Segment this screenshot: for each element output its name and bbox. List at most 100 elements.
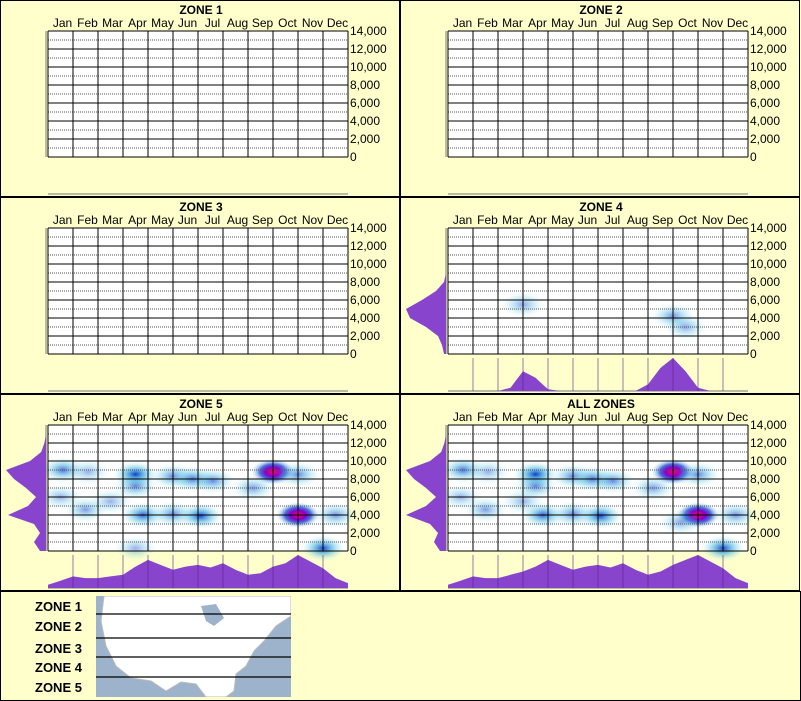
y-tick-label: 4,000 bbox=[350, 114, 380, 128]
zone-panel: ZONE 5 Jan Feb Mar Apr May Jun Jul Aug Sep Oct Nov D… bbox=[0, 394, 400, 591]
panel-title: ZONE 2 bbox=[579, 3, 623, 17]
month-label: Aug bbox=[627, 213, 648, 227]
month-label: Jan bbox=[453, 410, 472, 424]
month-label: Nov bbox=[302, 213, 323, 227]
panel-title: ZONE 3 bbox=[179, 200, 223, 214]
month-label: Jul bbox=[205, 16, 220, 30]
legend-zone-2: ZONE 2 bbox=[35, 619, 82, 634]
month-label: Jul bbox=[605, 16, 620, 30]
month-label: Mar bbox=[102, 213, 123, 227]
y-tick-label: 12,000 bbox=[750, 239, 787, 253]
month-label: Nov bbox=[702, 213, 723, 227]
us-map-graphic bbox=[96, 596, 291, 697]
month-label: Dec bbox=[327, 213, 348, 227]
month-label: Apr bbox=[128, 213, 147, 227]
month-label: Jun bbox=[578, 16, 597, 30]
y-tick-label: 12,000 bbox=[350, 436, 387, 450]
month-label: Aug bbox=[627, 410, 648, 424]
month-label: Jan bbox=[53, 16, 72, 30]
month-label: Oct bbox=[278, 410, 297, 424]
y-tick-label: 8,000 bbox=[350, 275, 380, 289]
month-label: Apr bbox=[528, 213, 547, 227]
heatmap-chart: ZONE 2 Jan Feb Mar Apr May Jun Jul Aug Sep Oct Nov D… bbox=[445, 3, 787, 195]
month-label: Feb bbox=[477, 410, 498, 424]
y-tick-label: 2,000 bbox=[350, 329, 380, 343]
heat-cell bbox=[191, 467, 235, 494]
month-label: Feb bbox=[477, 213, 498, 227]
month-label: Sep bbox=[252, 16, 274, 30]
y-tick-label: 10,000 bbox=[350, 454, 387, 468]
y-tick-label: 8,000 bbox=[350, 78, 380, 92]
month-label: Nov bbox=[702, 16, 723, 30]
month-label: Jan bbox=[53, 410, 72, 424]
heatmap-chart: ZONE 5 Jan Feb Mar Apr May Jun Jul Aug Sep Oct Nov D… bbox=[6, 397, 387, 589]
heat-cell bbox=[466, 458, 510, 485]
y-tick-label: 6,000 bbox=[350, 96, 380, 110]
y-tick-label: 2,000 bbox=[750, 526, 780, 540]
y-tick-label: 0 bbox=[350, 150, 357, 164]
elevation-profile bbox=[406, 228, 446, 354]
y-tick-label: 10,000 bbox=[350, 60, 387, 74]
y-tick-label: 14,000 bbox=[750, 418, 787, 432]
month-label: Jul bbox=[205, 410, 220, 424]
month-label: Oct bbox=[678, 410, 697, 424]
heat-cell bbox=[66, 458, 110, 485]
us-zone-map bbox=[96, 596, 291, 697]
y-tick-label: 10,000 bbox=[750, 454, 787, 468]
month-label: Sep bbox=[652, 213, 674, 227]
month-label: May bbox=[151, 410, 174, 424]
zone-panel: ZONE 3 Jan Feb Mar Apr May Jun Jul Aug Sep Oct Nov D… bbox=[0, 197, 400, 394]
month-label: Jul bbox=[605, 213, 620, 227]
month-label: Feb bbox=[77, 410, 98, 424]
month-label: May bbox=[151, 213, 174, 227]
month-label: Sep bbox=[652, 410, 674, 424]
y-tick-label: 12,000 bbox=[350, 239, 387, 253]
zone-panel: ZONE 2 Jan Feb Mar Apr May Jun Jul Aug Sep Oct Nov D… bbox=[400, 0, 800, 197]
y-tick-label: 6,000 bbox=[750, 490, 780, 504]
zone-panel: ZONE 4 Jan Feb Mar Apr May Jun Jul Aug Sep Oct Nov D… bbox=[400, 197, 800, 394]
legend-zone-4: ZONE 4 bbox=[35, 660, 82, 675]
legend-zone-5: ZONE 5 bbox=[35, 680, 82, 695]
month-label: Dec bbox=[727, 410, 748, 424]
elevation-profile bbox=[406, 425, 446, 551]
month-label: Jan bbox=[453, 213, 472, 227]
y-tick-label: 14,000 bbox=[350, 221, 387, 235]
panel-title: ALL ZONES bbox=[567, 397, 635, 411]
month-label: Jun bbox=[578, 410, 597, 424]
month-label: Dec bbox=[727, 213, 748, 227]
y-tick-label: 6,000 bbox=[750, 293, 780, 307]
panel-title: ZONE 1 bbox=[179, 3, 223, 17]
heat-cell bbox=[578, 502, 623, 529]
y-tick-label: 12,000 bbox=[350, 42, 387, 56]
y-tick-label: 14,000 bbox=[750, 24, 787, 38]
month-label: Jun bbox=[578, 213, 597, 227]
month-label: Mar bbox=[102, 16, 123, 30]
heat-cell bbox=[663, 314, 708, 340]
heat-cell bbox=[88, 488, 133, 515]
y-tick-label: 6,000 bbox=[750, 96, 780, 110]
y-tick-label: 10,000 bbox=[350, 257, 387, 271]
month-label: Nov bbox=[702, 410, 723, 424]
y-tick-label: 4,000 bbox=[750, 114, 780, 128]
elevation-profile bbox=[6, 425, 46, 551]
panel-title: ZONE 4 bbox=[579, 200, 623, 214]
y-tick-label: 4,000 bbox=[350, 311, 380, 325]
heat-cell bbox=[178, 502, 223, 529]
y-tick-label: 2,000 bbox=[350, 132, 380, 146]
y-tick-label: 4,000 bbox=[750, 311, 780, 325]
month-label: Aug bbox=[227, 410, 248, 424]
month-label: Jun bbox=[178, 213, 197, 227]
month-label: Sep bbox=[252, 410, 274, 424]
y-tick-label: 0 bbox=[350, 544, 357, 558]
y-tick-label: 0 bbox=[350, 347, 357, 361]
y-tick-label: 14,000 bbox=[350, 418, 387, 432]
month-label: Apr bbox=[528, 410, 547, 424]
y-tick-label: 14,000 bbox=[350, 24, 387, 38]
heatmap-chart: ZONE 3 Jan Feb Mar Apr May Jun Jul Aug Sep Oct Nov D… bbox=[45, 200, 387, 392]
y-tick-label: 12,000 bbox=[750, 42, 787, 56]
month-label: Jan bbox=[53, 213, 72, 227]
month-label: Mar bbox=[502, 16, 523, 30]
month-label: Jun bbox=[178, 16, 197, 30]
month-label: Mar bbox=[502, 410, 523, 424]
